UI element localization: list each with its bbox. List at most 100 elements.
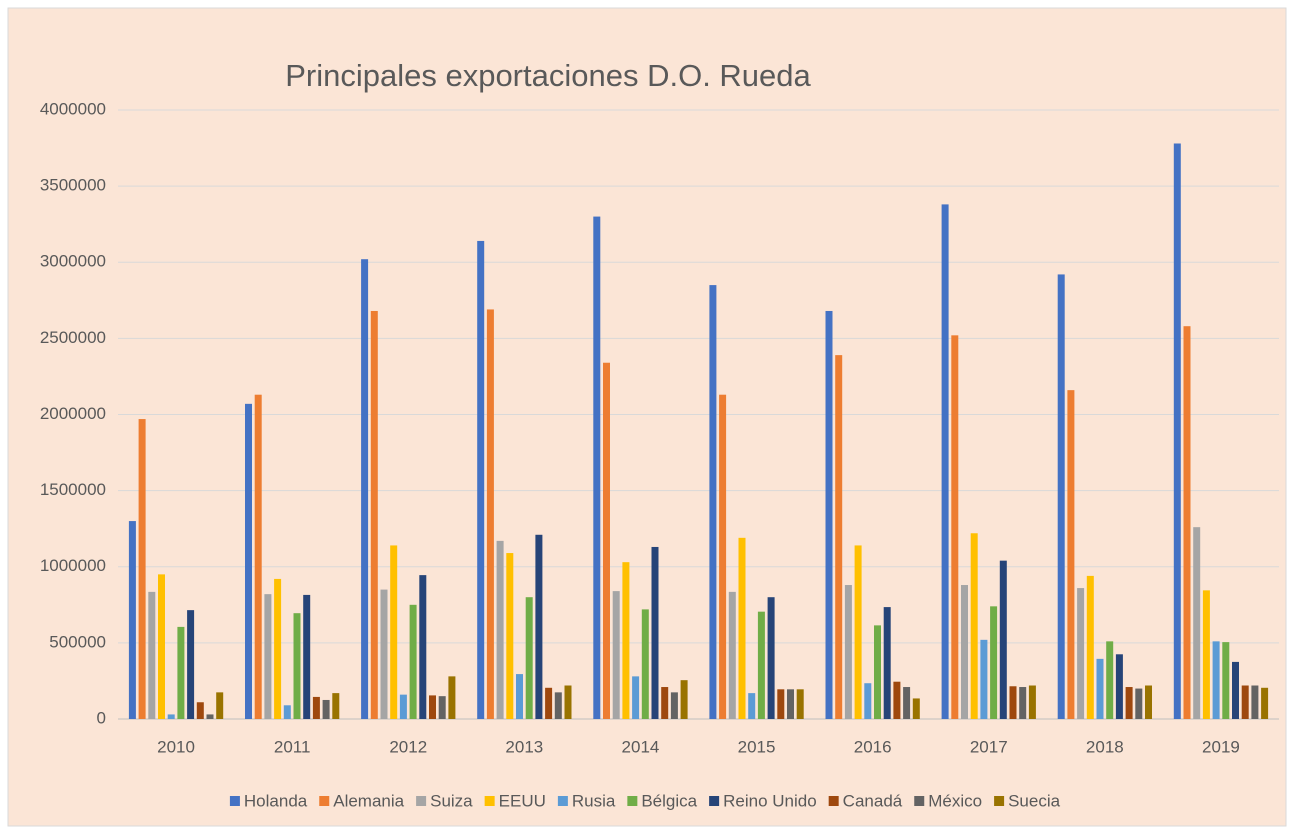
bar [961,585,968,719]
bar [264,594,272,719]
y-tick-label: 500000 [49,632,106,651]
x-tick-label: 2012 [389,737,427,756]
bar [206,714,214,719]
bar [999,560,1007,719]
legend-label: Alemania [333,791,404,810]
bar [1028,685,1036,719]
bar [545,687,553,719]
bar [1193,527,1201,719]
legend-swatch [416,796,427,806]
bar [1202,590,1210,719]
bar [854,545,862,719]
bar [1145,685,1152,719]
bar [167,714,175,719]
bar [187,610,195,719]
bar [438,696,446,719]
legend-swatch [709,796,720,806]
y-tick-label: 2500000 [40,328,106,347]
bar [361,259,369,719]
bar [322,699,330,719]
bar [835,355,843,719]
bar [757,611,765,719]
bar [1115,654,1123,719]
bar [709,285,717,719]
legend-swatch [627,796,638,806]
legend-label: Suiza [430,791,473,810]
bar [429,695,436,719]
bar [312,696,320,719]
x-tick-label: 2018 [1086,737,1124,756]
bar [1261,687,1269,719]
bar [593,216,601,719]
x-tick-label: 2017 [970,737,1008,756]
bar [728,591,736,719]
bar [148,591,156,719]
legend-swatch [828,796,839,806]
y-tick-label: 4000000 [40,99,106,118]
bar [825,310,833,719]
bar [1077,588,1085,719]
legend-label: Bélgica [641,791,697,810]
bar [1106,641,1114,719]
bar [883,607,891,719]
bar [399,694,407,719]
y-tick-label: 3000000 [40,252,106,271]
bar [419,575,427,719]
bar [632,676,640,719]
bar [951,335,959,719]
bar [874,625,881,719]
bar [1173,143,1181,719]
x-tick-label: 2015 [738,737,776,756]
bar [332,693,340,719]
bar [864,683,872,719]
legend-label: EEUU [499,791,546,810]
bar [622,562,630,719]
y-tick-label: 2000000 [40,404,106,423]
bar [177,626,185,719]
bar [903,687,911,719]
bar [603,362,610,719]
bar [303,594,311,719]
bar [970,533,978,719]
bar [1212,641,1220,719]
bar [535,534,543,719]
bar [1135,688,1143,719]
x-tick-label: 2010 [157,737,195,756]
bar [293,613,301,719]
bar [651,546,659,719]
bar [1125,687,1133,719]
legend-swatch [319,796,330,806]
x-tick-label: 2011 [274,737,311,756]
bar [990,606,998,719]
chart-title: Principales exportaciones D.O. Rueda [285,58,811,93]
bar [661,687,669,719]
bar [1057,274,1065,719]
bar [409,604,417,719]
legend-label: Suecia [1008,791,1061,810]
x-tick-label: 2019 [1202,737,1240,756]
bar [1086,575,1094,719]
bar [554,692,562,719]
bar [1222,642,1230,719]
legend-label: Canadá [843,791,903,810]
bar [641,609,649,719]
bar [477,240,485,719]
bar [448,676,456,719]
bar [912,698,920,719]
bar [612,591,620,719]
legend-label: Reino Unido [723,791,817,810]
x-tick-label: 2016 [854,737,892,756]
legend-swatch [914,796,925,806]
legend-label: Holanda [244,791,308,810]
bar [525,597,533,719]
bar [777,689,785,719]
bar [1251,685,1259,719]
bar [748,693,756,719]
bar [254,394,262,719]
legend-label: México [928,791,982,810]
bar [196,702,204,719]
bar [370,310,378,719]
bar [680,680,688,719]
legend-swatch [557,796,568,806]
